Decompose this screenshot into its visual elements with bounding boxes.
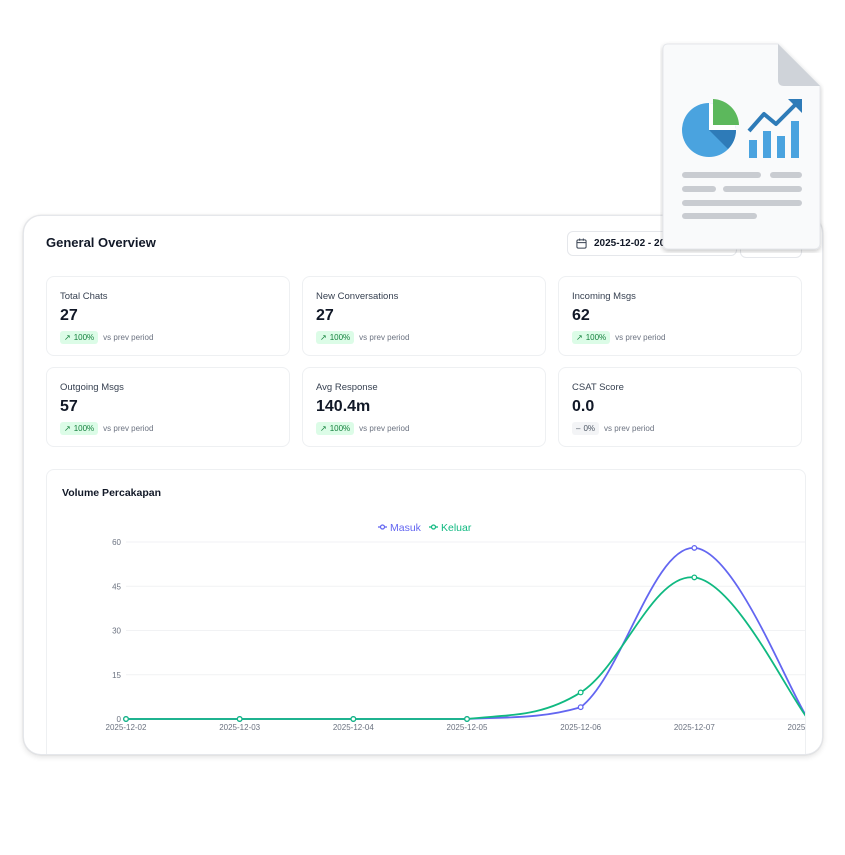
trend-badge: ↗ 100%	[316, 331, 355, 344]
calendar-icon	[576, 238, 587, 249]
legend-label-masuk: Masuk	[390, 522, 422, 534]
delta-value: 100%	[329, 333, 351, 342]
data-point-keluar	[577, 689, 584, 696]
stat-value: 27	[316, 307, 334, 324]
delta-value: 100%	[73, 333, 95, 342]
trend-badge: ↗ 100%	[60, 331, 99, 344]
data-point-masuk	[691, 544, 698, 551]
x-tick-label: 2025-12-07	[674, 723, 715, 732]
delta-note: vs prev period	[359, 333, 410, 342]
y-tick-label: 15	[112, 671, 121, 680]
x-tick-label: 2025-12-03	[219, 723, 260, 732]
legend-marker-masuk	[379, 524, 386, 530]
delta-value: 100%	[585, 333, 607, 342]
stat-label: Total Chats	[60, 291, 108, 302]
delta-note: vs prev period	[103, 333, 154, 342]
y-tick-label: 0	[117, 715, 122, 724]
arrow-up-right-icon: ↗	[64, 333, 71, 342]
trend-badge: ↗ 100%	[572, 331, 611, 344]
data-point-keluar	[123, 716, 129, 722]
stat-value: 27	[60, 307, 78, 324]
arrow-up-right-icon: ↗	[320, 333, 327, 342]
data-point-masuk	[577, 704, 584, 711]
overview-panel: General Overview 2025-12-02 - 2025-12-08…	[23, 215, 823, 755]
data-point-keluar	[464, 716, 470, 722]
stat-card-incoming-msgs[interactable]: Incoming Msgs 62 ↗ 100% vs prev period	[558, 276, 802, 356]
dash-icon: –	[576, 424, 581, 433]
data-point-keluar	[691, 574, 698, 581]
stat-label: Outgoing Msgs	[60, 382, 124, 393]
volume-chart-card: Volume Percakapan 0 15 30 45 60 2025-12-02 202…	[46, 469, 806, 754]
data-point-keluar	[350, 716, 357, 722]
stat-card-total-chats[interactable]: Total Chats 27 ↗ 100% vs prev period	[46, 276, 290, 356]
stat-label: CSAT Score	[572, 382, 624, 393]
y-tick-label: 30	[112, 627, 121, 636]
volume-line-chart: 0 15 30 45 60 2025-12-02 2025-12-03 2025-12-04 2…	[106, 522, 805, 732]
chart-title: Volume Percakapan	[62, 487, 162, 499]
stat-delta: ↗ 100% vs prev period	[60, 331, 153, 344]
stat-value: 0.0	[572, 398, 595, 415]
stat-value: 140.4m	[316, 398, 371, 415]
stat-delta: ↗ 100% vs prev period	[60, 422, 153, 435]
report-document-icon	[662, 43, 821, 250]
date-range-text: 2025-12-02 - 2025-12-08	[594, 238, 706, 249]
delta-note: vs prev period	[604, 424, 655, 433]
stat-card-new-conversations[interactable]: New Conversations 27 ↗ 100% vs prev perio…	[302, 276, 546, 356]
delta-value: 100%	[329, 424, 351, 433]
stat-label: New Conversations	[316, 291, 399, 302]
arrow-up-right-icon: ↗	[320, 424, 327, 433]
stat-card-csat-score[interactable]: CSAT Score 0.0 –0% vs prev period	[558, 367, 802, 447]
x-tick-label: 2025-12-06	[560, 723, 601, 732]
trend-badge: ↗ 100%	[60, 422, 99, 435]
stat-delta: –0% vs prev period	[572, 422, 654, 435]
stat-delta: ↗ 100% vs prev period	[572, 331, 665, 344]
delta-value: 100%	[73, 424, 95, 433]
page-title: General Overview	[46, 235, 156, 250]
series-line-masuk	[126, 546, 805, 720]
stat-value: 57	[60, 398, 78, 415]
stat-label: Incoming Msgs	[572, 291, 636, 302]
y-tick-label: 45	[112, 582, 121, 591]
stat-delta: ↗ 100% vs prev period	[316, 331, 409, 344]
delta-note: vs prev period	[359, 424, 410, 433]
arrow-up-right-icon: ↗	[576, 333, 583, 342]
x-tick-label: 2025-12-02	[106, 723, 147, 732]
data-point-keluar	[236, 716, 243, 722]
x-tick-label: 2025-12-04	[333, 723, 374, 732]
legend-marker-keluar	[430, 524, 437, 530]
stat-value: 62	[572, 307, 590, 324]
stat-label: Avg Response	[316, 382, 378, 393]
stat-card-avg-response[interactable]: Avg Response 140.4m ↗ 100% vs prev period	[302, 367, 546, 447]
x-tick-label: 2025-12-05	[447, 723, 488, 732]
delta-note: vs prev period	[103, 424, 154, 433]
trend-badge: ↗ 100%	[316, 422, 355, 435]
stat-card-outgoing-msgs[interactable]: Outgoing Msgs 57 ↗ 100% vs prev period	[46, 367, 290, 447]
delta-value: 0%	[583, 424, 596, 433]
trend-badge: –0%	[572, 422, 600, 435]
series-line-keluar	[126, 576, 805, 720]
x-tick-label: 2025-12-08	[788, 723, 805, 732]
y-tick-label: 60	[112, 538, 121, 547]
delta-note: vs prev period	[615, 333, 666, 342]
legend-label-keluar: Keluar	[441, 522, 472, 534]
stat-delta: ↗ 100% vs prev period	[316, 422, 409, 435]
arrow-up-right-icon: ↗	[64, 424, 71, 433]
